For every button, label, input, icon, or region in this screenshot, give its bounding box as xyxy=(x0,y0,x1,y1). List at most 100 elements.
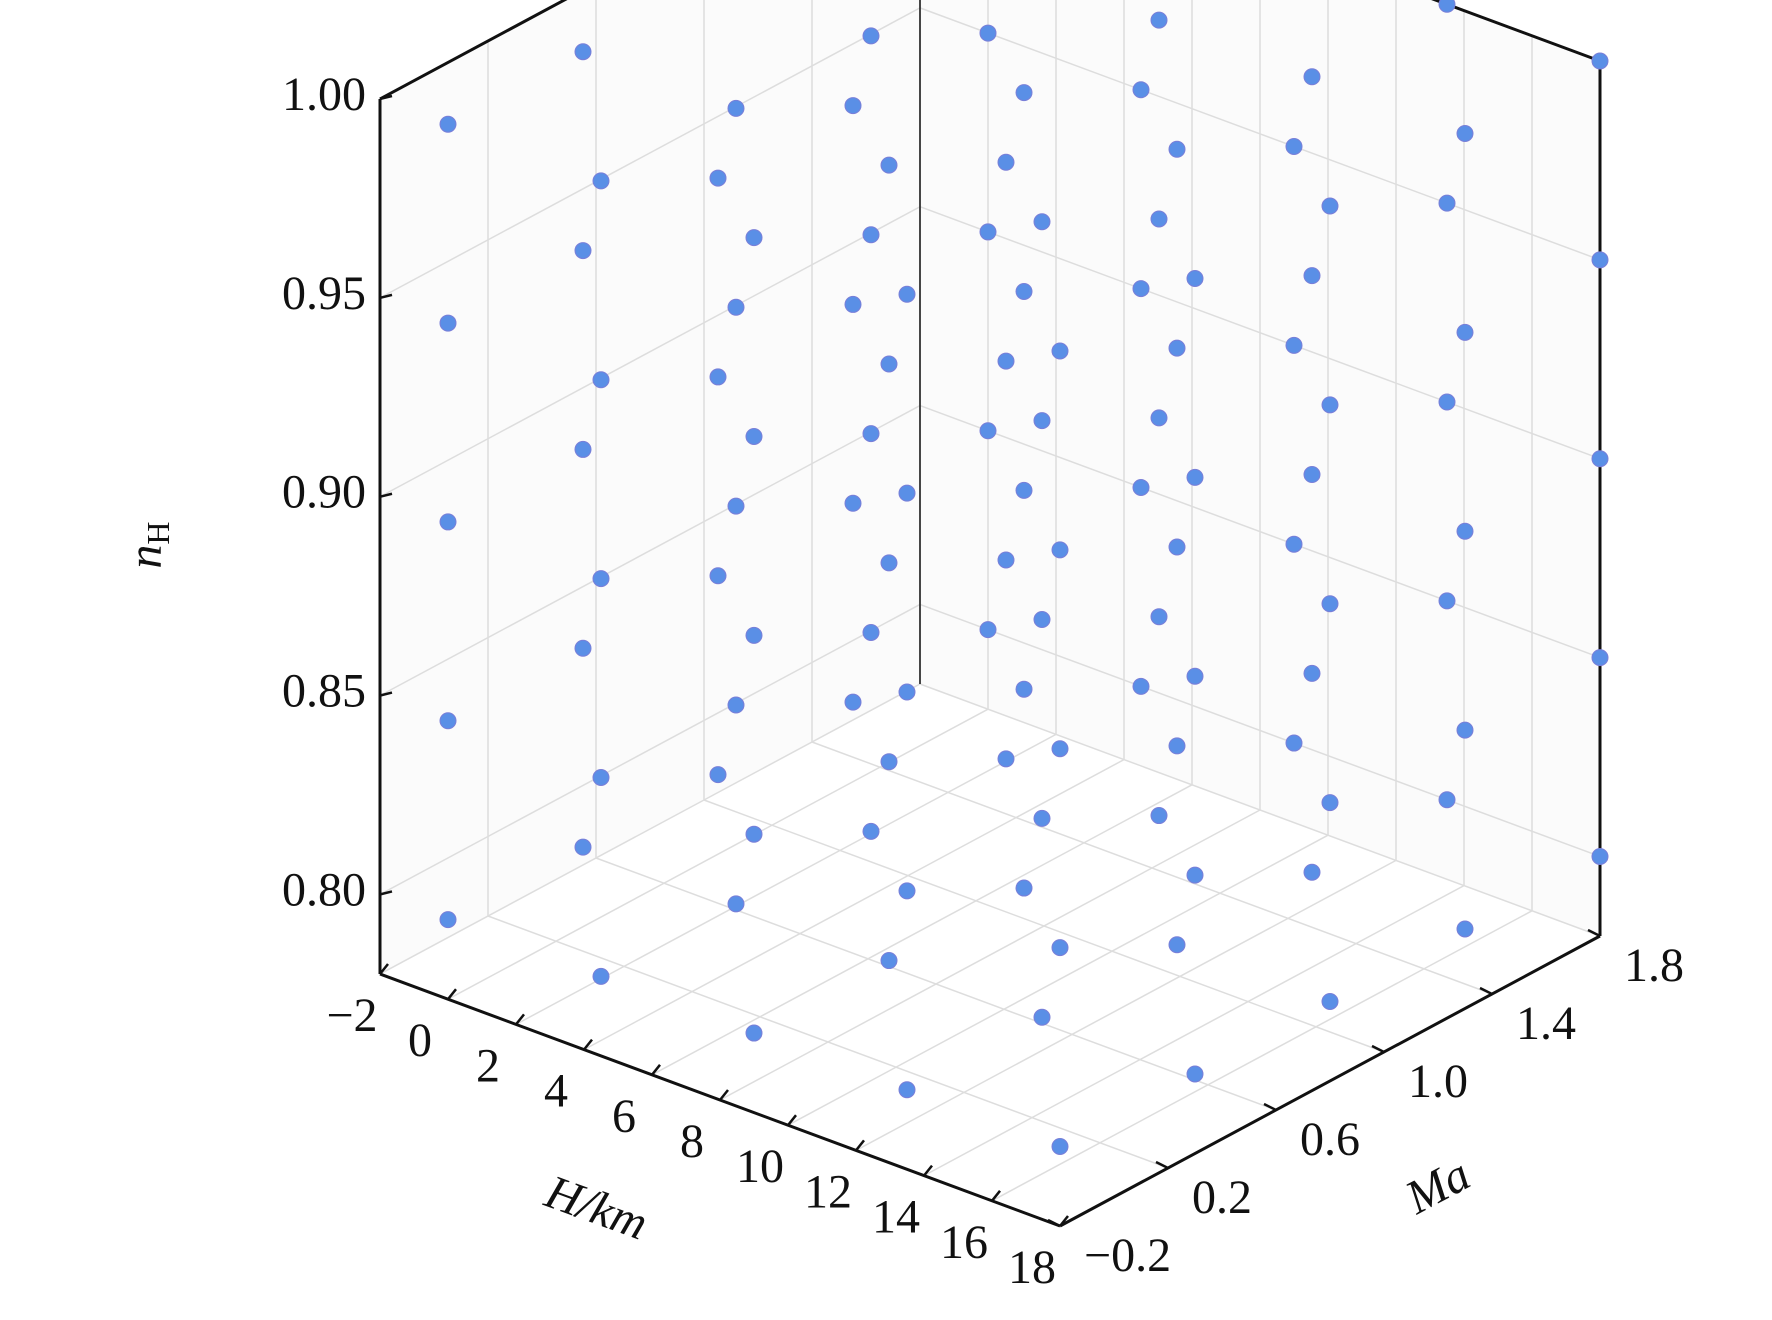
x-tick-label: 12 xyxy=(804,1165,852,1218)
tick-mark xyxy=(1155,1160,1169,1170)
point xyxy=(1456,920,1474,938)
point xyxy=(862,226,880,244)
point xyxy=(862,822,880,840)
point xyxy=(880,554,898,572)
point xyxy=(862,27,880,45)
point xyxy=(898,285,916,303)
tick-mark xyxy=(855,1139,865,1152)
point xyxy=(1132,478,1150,496)
y-tick-label: 1.0 xyxy=(1408,1055,1468,1108)
point xyxy=(574,639,592,657)
point xyxy=(1186,1065,1204,1083)
tick-mark xyxy=(379,963,389,975)
point xyxy=(709,169,727,187)
grid-line xyxy=(447,708,989,1000)
point xyxy=(844,97,862,115)
x-tick-label: 8 xyxy=(680,1115,704,1168)
point xyxy=(1168,936,1186,954)
y-tick-label: 0.6 xyxy=(1300,1113,1360,1166)
grid-line xyxy=(719,809,1261,1101)
tick-mark xyxy=(787,1114,797,1126)
point xyxy=(1285,137,1303,155)
point xyxy=(1015,84,1033,102)
point xyxy=(1051,541,1069,559)
point xyxy=(1438,592,1456,610)
point xyxy=(1015,680,1033,698)
point xyxy=(709,766,727,784)
grid-line xyxy=(991,910,1533,1202)
point xyxy=(439,712,457,730)
point xyxy=(1591,649,1609,667)
point xyxy=(592,768,610,786)
x-tick-label: 4 xyxy=(544,1065,568,1118)
point xyxy=(727,99,745,117)
point xyxy=(1051,342,1069,360)
point xyxy=(979,621,997,639)
point xyxy=(1303,267,1321,285)
point xyxy=(1150,11,1168,29)
point xyxy=(1438,194,1456,212)
point xyxy=(1591,847,1609,865)
z-axis-title: nH xyxy=(119,521,176,568)
point xyxy=(709,368,727,386)
point xyxy=(997,352,1015,370)
point xyxy=(1303,466,1321,484)
tick-mark xyxy=(379,492,393,498)
point xyxy=(1033,213,1051,231)
grid-line xyxy=(379,404,921,697)
axis-line xyxy=(379,0,568,101)
axis-line xyxy=(1431,0,1601,63)
point xyxy=(574,838,592,856)
point xyxy=(1051,1137,1069,1155)
point xyxy=(1051,939,1069,957)
tick-mark xyxy=(1059,1215,1069,1227)
x-tick-label: −2 xyxy=(326,989,377,1042)
tick-mark xyxy=(515,1013,525,1026)
tick-mark xyxy=(719,1089,729,1101)
tick-mark xyxy=(1263,1102,1277,1112)
point xyxy=(1150,210,1168,228)
point xyxy=(574,43,592,61)
point xyxy=(844,693,862,711)
point xyxy=(862,623,880,641)
point xyxy=(1033,611,1051,629)
x-tick-label: 2 xyxy=(476,1039,500,1092)
point xyxy=(880,355,898,373)
point xyxy=(1438,393,1456,411)
point xyxy=(1033,1008,1051,1026)
tick-mark xyxy=(379,890,393,896)
x-tick-label: 16 xyxy=(940,1216,988,1269)
point xyxy=(439,314,457,332)
y-tick-label: 1.4 xyxy=(1516,997,1576,1050)
point xyxy=(898,484,916,502)
grid-line xyxy=(855,859,1397,1152)
point xyxy=(1051,740,1069,758)
point xyxy=(574,242,592,260)
point xyxy=(1168,538,1186,556)
point xyxy=(745,229,763,247)
z-tick-label: 0.85 xyxy=(282,665,366,718)
point xyxy=(727,497,745,515)
tick-mark xyxy=(379,94,393,101)
wall xyxy=(380,0,920,974)
x-axis-title: H/km xyxy=(538,1165,655,1251)
point xyxy=(979,24,997,42)
grid-line xyxy=(811,741,1493,995)
y-tick-label: 0.2 xyxy=(1192,1171,1252,1224)
point xyxy=(1132,81,1150,99)
point xyxy=(1456,125,1474,142)
point xyxy=(898,1081,916,1099)
grid-line xyxy=(923,884,1465,1177)
point xyxy=(1168,737,1186,755)
z-tick-label: 1.00 xyxy=(282,68,366,121)
tick-mark xyxy=(447,988,457,1000)
point xyxy=(1033,412,1051,430)
point xyxy=(1015,879,1033,897)
point xyxy=(1321,794,1339,812)
point xyxy=(592,371,610,389)
point xyxy=(1321,197,1339,215)
x-tick-label: 10 xyxy=(736,1140,784,1193)
point xyxy=(844,494,862,512)
x-tick-label: 0 xyxy=(408,1014,432,1067)
